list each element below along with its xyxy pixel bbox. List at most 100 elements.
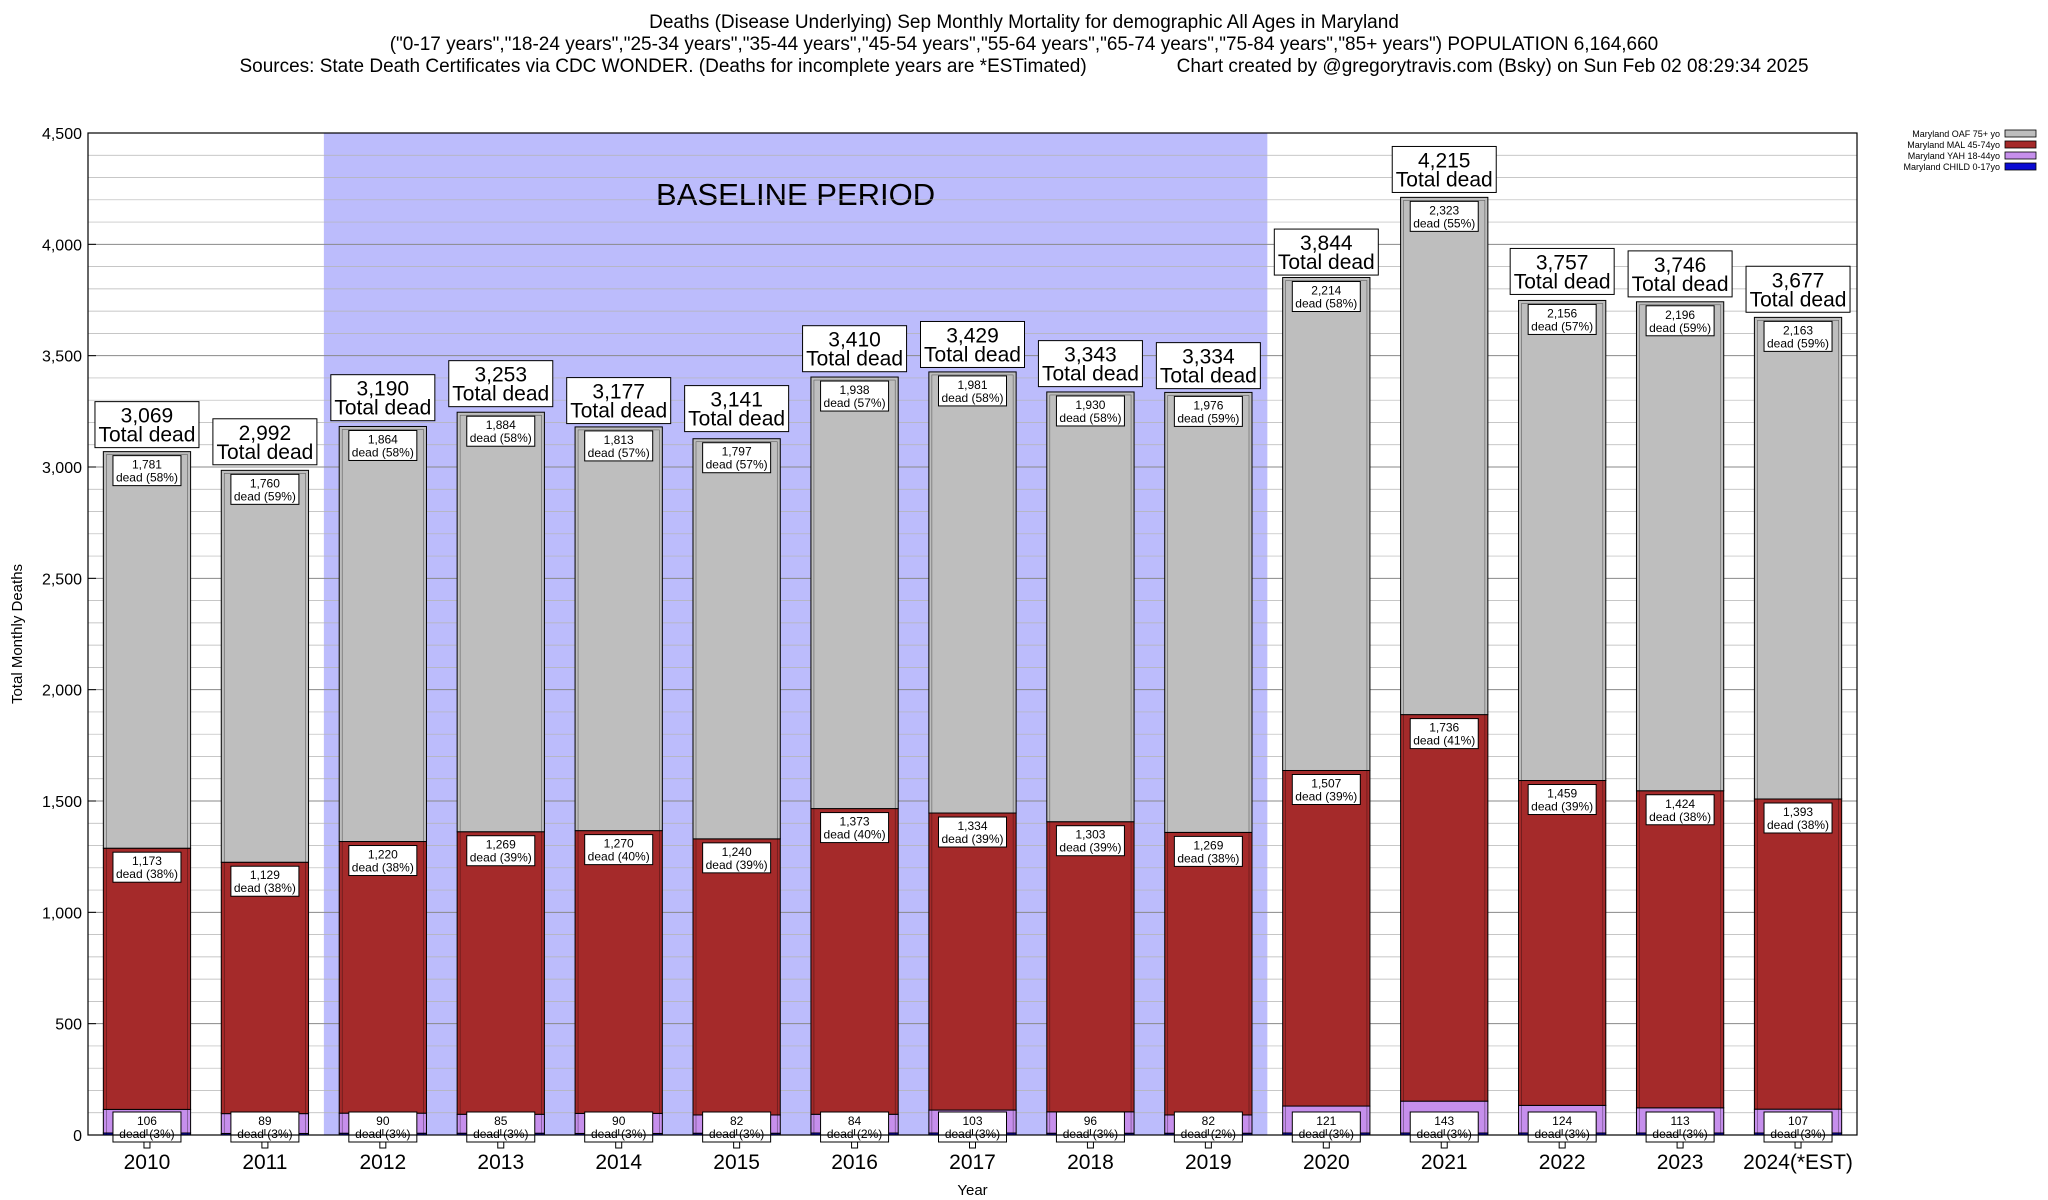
total-label-box	[1745, 265, 1851, 313]
total-label-value: 3,190	[357, 378, 410, 401]
baseline-period-label: BASELINE PERIOD	[656, 177, 935, 212]
total-label-suffix: Total dead	[1514, 270, 1611, 293]
total-label-value: 4,215	[1418, 149, 1471, 172]
total-label-value: 3,429	[946, 324, 999, 347]
data-label-percent: dead (38%)	[234, 881, 296, 895]
bar-segment-maryland-mal-45-74yo	[810, 808, 899, 1115]
chart-title: Deaths (Disease Underlying) Sep Monthly …	[649, 12, 1399, 33]
child-marker	[1558, 1141, 1566, 1149]
child-marker	[1794, 1141, 1802, 1149]
legend-swatch	[2004, 140, 2037, 149]
data-label-count: 143	[1434, 1114, 1454, 1128]
data-label-box	[1055, 395, 1125, 427]
total-label-suffix: Total dead	[1396, 168, 1493, 191]
total-label-box	[94, 401, 200, 449]
data-label-box	[112, 455, 182, 487]
data-label-box	[1645, 305, 1715, 337]
data-label-percent: dead (58%)	[1295, 297, 1357, 311]
data-label-count: 1,864	[368, 432, 398, 446]
data-label-count: 90	[376, 1114, 390, 1128]
y-tick-label: 2,000	[42, 683, 82, 700]
data-label-count: 2,196	[1665, 308, 1695, 322]
data-label-box	[820, 1111, 890, 1143]
data-label-count: 1,173	[132, 854, 162, 868]
data-label-percent: dead (58%)	[116, 471, 178, 485]
data-label-box	[230, 1111, 300, 1143]
data-label-count: 1,797	[722, 445, 752, 459]
data-label-percent: dead (59%)	[1767, 336, 1829, 350]
x-tick-label: 2018	[1067, 1151, 1114, 1174]
total-label-value: 3,757	[1536, 251, 1589, 274]
total-label-suffix: Total dead	[452, 383, 549, 406]
child-marker	[851, 1141, 859, 1149]
data-label-count: 1,459	[1547, 787, 1577, 801]
data-label-count: 121	[1316, 1114, 1336, 1128]
data-label-count: 124	[1552, 1114, 1572, 1128]
data-label-box	[1173, 1111, 1243, 1143]
total-label-suffix: Total dead	[1750, 288, 1847, 311]
data-label-box	[1763, 320, 1833, 352]
bar-segment-maryland-oaf-75-yo	[1753, 316, 1843, 800]
x-tick-label: 2021	[1421, 1151, 1468, 1174]
bar-segment-maryland-oaf-75-yo	[1518, 299, 1607, 782]
data-label-percent: dead (40%)	[588, 850, 650, 864]
data-label-percent: dead (59%)	[1649, 321, 1711, 335]
y-tick-label: 4,500	[42, 126, 82, 143]
data-label-box	[1645, 794, 1715, 826]
data-label-count: 1,781	[132, 458, 162, 472]
y-axis-label: Total Monthly Deaths	[9, 564, 26, 704]
child-marker	[1322, 1141, 1330, 1149]
data-label-count: 2,214	[1311, 284, 1341, 298]
total-label-value: 3,410	[828, 329, 881, 352]
bar-segment-maryland-mal-45-74yo	[692, 838, 781, 1116]
plot-frame	[87, 132, 1858, 1136]
data-label-count: 1,270	[604, 837, 634, 851]
data-label-percent: dead (39%)	[470, 851, 532, 865]
data-label-box	[1291, 1111, 1361, 1143]
data-label-count: 1,269	[1193, 838, 1223, 852]
data-label-count: 1,981	[957, 378, 987, 392]
data-label-count: 96	[1084, 1114, 1098, 1128]
data-label-percent: dead (58%)	[352, 445, 414, 459]
data-label-box	[1173, 395, 1243, 427]
legend-swatch	[2004, 129, 2037, 138]
total-label-value: 2,992	[239, 422, 292, 445]
total-label-value: 3,253	[474, 364, 527, 387]
legend-entry-label: Maryland CHILD 0-17yo	[1903, 162, 2000, 172]
x-tick-label: 2012	[359, 1151, 406, 1174]
child-marker	[143, 1141, 151, 1149]
data-label-count: 1,220	[368, 848, 398, 862]
total-label-suffix: Total dead	[688, 408, 785, 431]
total-label-box	[920, 320, 1025, 368]
bar-segment-maryland-oaf-75-yo	[338, 425, 427, 843]
data-label-count: 113	[1671, 1114, 1690, 1128]
data-label-percent: dead (39%)	[1059, 841, 1121, 855]
data-label-count: 1,760	[250, 476, 280, 490]
x-tick-label: 2020	[1303, 1151, 1350, 1174]
data-label-count: 1,930	[1075, 398, 1105, 412]
bar-segment-maryland-mal-45-74yo	[928, 812, 1017, 1111]
data-label-box	[584, 430, 654, 462]
child-marker	[1204, 1141, 1212, 1149]
data-label-percent: dead (57%)	[1531, 319, 1593, 333]
total-label-value: 3,677	[1772, 269, 1825, 292]
chart-sources-text: Sources: State Death Certificates via CD…	[239, 56, 1087, 77]
legend-entry-label: Maryland OAF 75+ yo	[1912, 129, 2000, 139]
bar-segment-maryland-oaf-75-yo	[1164, 391, 1253, 833]
total-label-box	[1627, 250, 1733, 298]
data-label-percent: dead (57%)	[706, 458, 768, 472]
bar-segment-maryland-mal-45-74yo	[1518, 780, 1607, 1106]
data-label-box	[584, 834, 654, 866]
total-label-value: 3,334	[1182, 346, 1235, 369]
data-label-box	[938, 375, 1007, 407]
data-label-box	[1527, 1111, 1597, 1143]
data-label-count: 84	[848, 1114, 862, 1128]
total-label-suffix: Total dead	[570, 400, 667, 423]
chart-subtitle-sources-row: Sources: State Death Certificates via CD…	[0, 56, 2048, 78]
data-label-count: 1,507	[1311, 776, 1341, 790]
data-label-percent: dead (58%)	[470, 431, 532, 445]
total-label-suffix: Total dead	[924, 343, 1021, 366]
data-label-count: 107	[1788, 1114, 1808, 1128]
data-label-box	[1409, 1111, 1479, 1143]
data-label-percent: dead (57%)	[824, 396, 886, 410]
